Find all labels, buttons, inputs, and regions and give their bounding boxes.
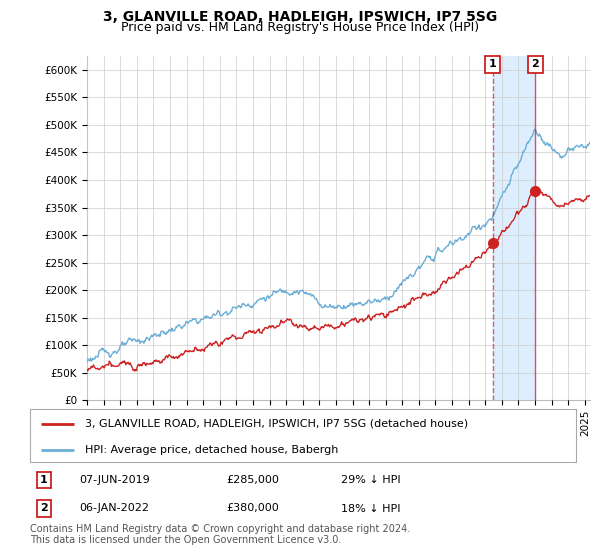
Text: 2: 2	[40, 503, 47, 514]
Text: 06-JAN-2022: 06-JAN-2022	[79, 503, 149, 514]
Text: 1: 1	[488, 59, 496, 69]
Text: Price paid vs. HM Land Registry's House Price Index (HPI): Price paid vs. HM Land Registry's House …	[121, 21, 479, 34]
Text: 07-JUN-2019: 07-JUN-2019	[79, 475, 150, 485]
Text: Contains HM Land Registry data © Crown copyright and database right 2024.
This d: Contains HM Land Registry data © Crown c…	[30, 524, 410, 545]
Bar	[493, 56, 535, 400]
Text: HPI: Average price, detached house, Babergh: HPI: Average price, detached house, Babe…	[85, 445, 338, 455]
Text: £285,000: £285,000	[227, 475, 280, 485]
Text: 1: 1	[40, 475, 47, 485]
Text: 3, GLANVILLE ROAD, HADLEIGH, IPSWICH, IP7 5SG (detached house): 3, GLANVILLE ROAD, HADLEIGH, IPSWICH, IP…	[85, 419, 468, 429]
Text: 29% ↓ HPI: 29% ↓ HPI	[341, 475, 401, 485]
Text: 3, GLANVILLE ROAD, HADLEIGH, IPSWICH, IP7 5SG: 3, GLANVILLE ROAD, HADLEIGH, IPSWICH, IP…	[103, 10, 497, 24]
Text: £380,000: £380,000	[227, 503, 280, 514]
Text: 18% ↓ HPI: 18% ↓ HPI	[341, 503, 401, 514]
Text: 2: 2	[532, 59, 539, 69]
